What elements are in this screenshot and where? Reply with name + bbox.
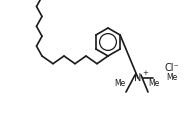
Text: Me: Me [166,73,177,83]
Text: Cl⁻: Cl⁻ [165,63,179,73]
Text: N: N [134,73,142,83]
Text: Me: Me [148,79,160,88]
Text: Me: Me [114,79,126,88]
Text: +: + [142,70,148,76]
